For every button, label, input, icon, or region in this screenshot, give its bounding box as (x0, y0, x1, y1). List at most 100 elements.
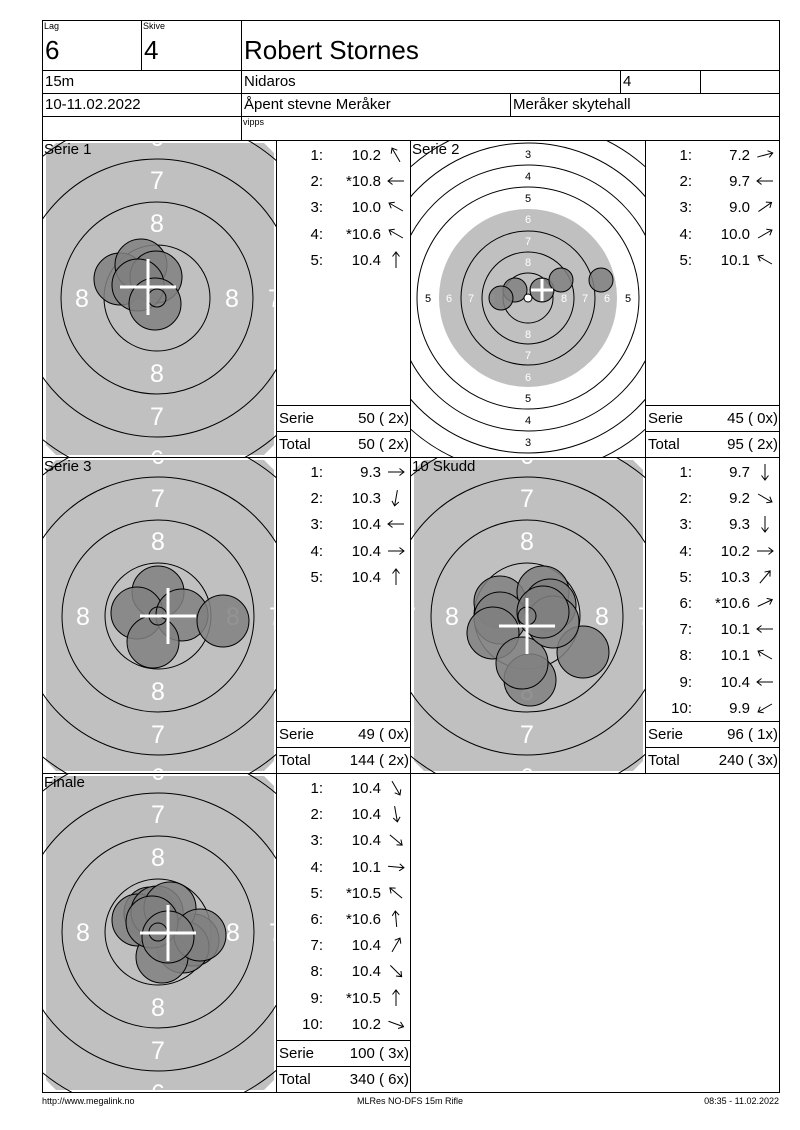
shot-number: 2: (310, 173, 323, 191)
shot-value: 9.3 (360, 464, 381, 481)
shot-direction-arrow-icon (756, 177, 773, 186)
event-cell: Åpent stevne Meråker (241, 93, 511, 117)
shot-hole (128, 277, 182, 331)
shooter-name: Robert Stornes (244, 35, 419, 65)
shot-number: 4: (310, 858, 323, 876)
ring-label: 7 (520, 485, 534, 513)
lag-cell: Lag 6 (42, 20, 142, 71)
shot-number: 4: (679, 225, 692, 243)
shot-row: 10: 10.2 (277, 1013, 410, 1037)
shot-direction-arrow-icon (391, 780, 402, 796)
target-panel: 888877776666Serie 3 (42, 457, 277, 774)
shot-value: 10.1 (351, 858, 381, 876)
empty-area (410, 773, 780, 1093)
shot-value: 9.3 (729, 516, 750, 534)
ring-label: 8 (445, 603, 459, 631)
ring-label: 8 (151, 844, 165, 872)
shot-number: 5: (310, 884, 323, 902)
ring-label: 3 (525, 437, 531, 449)
shot-direction-arrow-icon (757, 650, 773, 660)
shot-row: 2: 9.2 (646, 487, 779, 511)
date: 10-11.02.2022 (45, 96, 141, 113)
shot-direction-arrow-icon (391, 490, 400, 507)
ring-label: 8 (151, 528, 165, 556)
distance: 15m (45, 73, 75, 90)
shot-row: 5: *10.5 (277, 882, 410, 906)
shot-value: 10.4 (351, 832, 381, 850)
ring-label: 8 (151, 678, 165, 706)
shot-row: 6: *10.6 (277, 908, 410, 932)
score-panel: 1: 7.2 2: 9.7 3: 9.0 4: 10.0 5: 10.1 Serie 45 ( 0x)… (645, 140, 780, 458)
shot-direction-arrow-icon (757, 228, 773, 239)
shot-value: 10.4 (351, 516, 381, 534)
shot-direction-arrow-icon (389, 887, 403, 899)
shot-direction-arrow-icon (392, 567, 400, 585)
ring-label: 6 (525, 214, 531, 226)
ring-label: 8 (595, 603, 609, 631)
target-graphic: 888877776666 (43, 457, 276, 773)
shot-direction-arrow-icon (389, 965, 403, 978)
target-ring (411, 142, 645, 454)
shot-row: 8: 10.4 (277, 960, 410, 984)
shot-number: 2: (679, 490, 692, 508)
total-sum-row: Total 95 ( 2x) (646, 431, 779, 457)
ring-label: 4 (525, 415, 531, 427)
shot-value: 10.4 (351, 806, 381, 824)
shot-row: 1: 10.4 (277, 777, 410, 801)
shot-row: 7: 10.4 (277, 934, 410, 958)
ring-label: 7 (42, 285, 46, 313)
shot-value: 10.4 (720, 673, 750, 691)
shot-value: 10.4 (351, 937, 381, 955)
shot-number: 3: (310, 832, 323, 850)
serie-sum-row: Serie 49 ( 0x) (277, 721, 410, 747)
shot-number: 4: (310, 225, 323, 243)
total-sum-row: Total 340 ( 6x) (277, 1066, 410, 1092)
ring-label: 8 (75, 285, 89, 313)
ring-label: 7 (151, 485, 165, 513)
ring-label: 5 (525, 193, 531, 205)
ring-label: 6 (151, 457, 165, 470)
ring-label: 6 (525, 372, 531, 384)
series-title: Finale (44, 774, 85, 791)
ring-label: 8 (76, 919, 90, 947)
shot-number: 1: (679, 464, 692, 481)
target-ring (416, 186, 640, 410)
ring-label: 7 (269, 919, 277, 947)
lag-value: 6 (45, 35, 60, 65)
shot-row: 3: 10.4 (277, 513, 410, 537)
shot-number: 2: (310, 490, 323, 508)
footer-timestamp: 08:35 - 11.02.2022 (704, 1096, 779, 1106)
score-panel: 1: 9.7 2: 9.2 3: 9.3 4: 10.2 5: 10.3 6: *10.6 7: 10.1… (645, 457, 780, 774)
shot-value: 10.4 (351, 780, 381, 797)
target-ring (60, 201, 254, 395)
serie-score: 45 ( 0x) (727, 410, 778, 427)
shot-value: 10.2 (720, 542, 750, 560)
shot-number: 5: (310, 251, 323, 269)
shot-value: *10.5 (345, 884, 381, 902)
shot-number: 3: (310, 516, 323, 534)
ring-label: 8 (150, 210, 164, 238)
shot-direction-arrow-icon (761, 464, 769, 481)
shot-direction-arrow-icon (389, 834, 403, 847)
shot-direction-arrow-icon (757, 546, 774, 555)
shot-direction-arrow-icon (758, 202, 773, 213)
footer-url[interactable]: http://www.megalink.no (42, 1096, 135, 1106)
date-cell: 10-11.02.2022 (42, 93, 242, 117)
target-graphic: 888877776666 (42, 774, 277, 1092)
ring-label: 8 (150, 360, 164, 388)
series-title: Serie 2 (412, 141, 460, 158)
ring-label: 8 (226, 919, 240, 947)
shot-row: 1: 9.3 (277, 461, 410, 485)
shot-direction-arrow-icon (388, 228, 404, 239)
ring-label: 7 (42, 919, 47, 947)
target-ring (430, 519, 624, 713)
shot-direction-arrow-icon (388, 546, 405, 555)
shot-number: 1: (310, 464, 323, 481)
shot-value: *10.8 (345, 173, 381, 191)
total-score: 240 ( 3x) (718, 752, 778, 769)
shot-direction-arrow-icon (757, 703, 773, 714)
target-ring (61, 519, 255, 713)
shot-number: 10: (302, 1015, 323, 1033)
shot-row: 4: *10.6 (277, 223, 410, 247)
target-ring (411, 476, 645, 756)
